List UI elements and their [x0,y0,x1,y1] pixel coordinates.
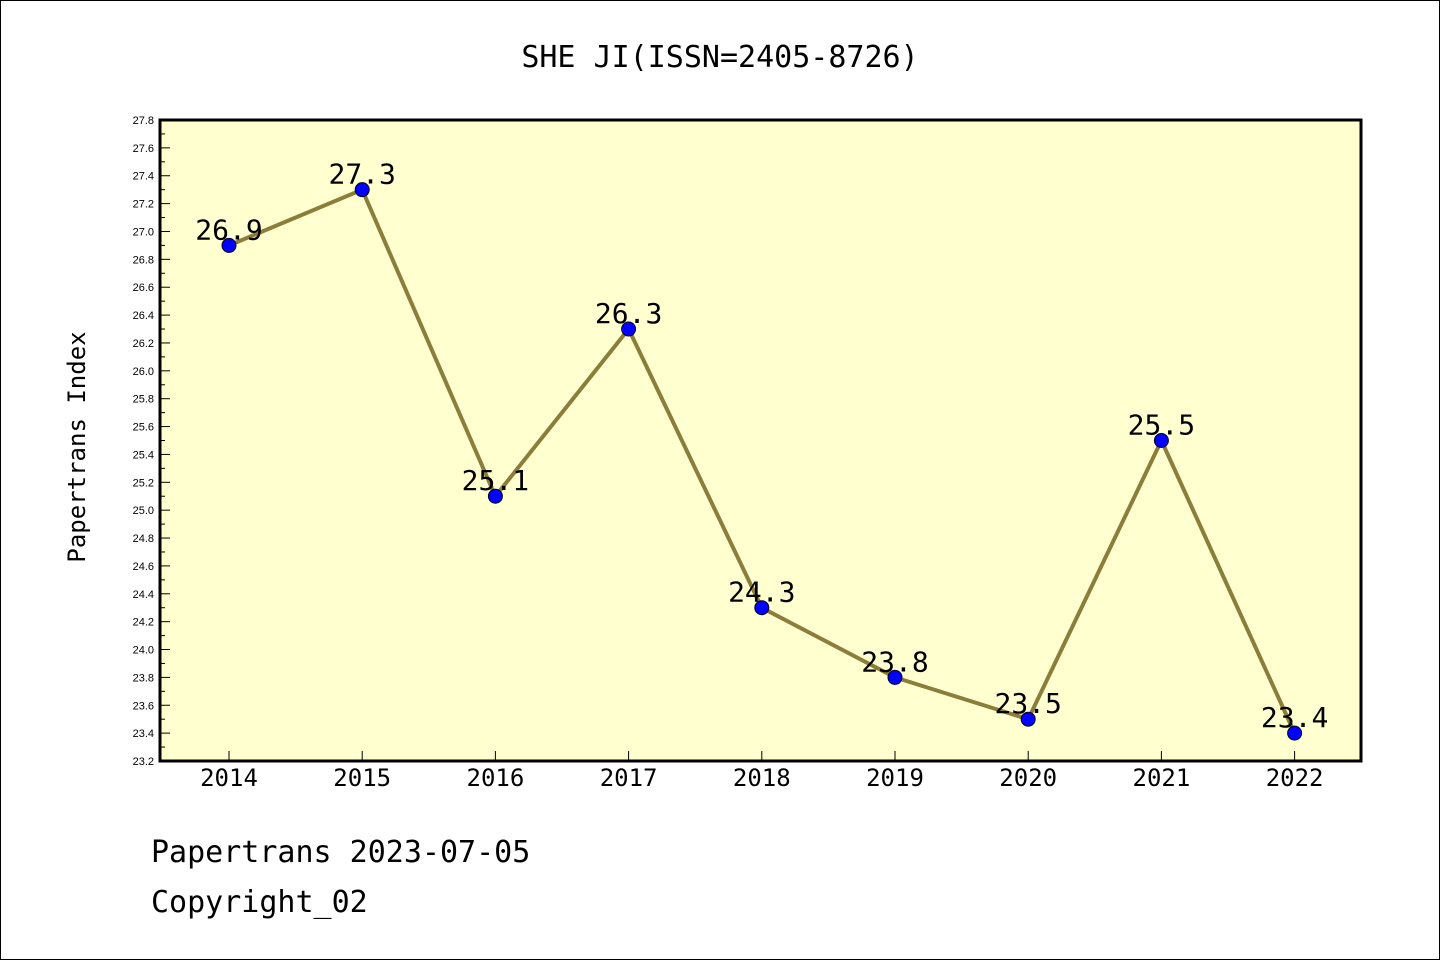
data-point-2022 [1287,725,1303,741]
y-axis-ticks: 23.2 23.4 23.6 23.8 24.0 24.2 24.4 24.6 24.8 25.0… [133,115,170,768]
data-label-2021: 25.5 [1128,409,1195,442]
y-tick-label: 26.4 [133,310,154,322]
data-point-2018 [754,600,770,616]
y-tick-label: 25.0 [133,505,154,517]
x-tick-label: 2018 [733,764,791,792]
data-label-2016: 25.1 [462,464,529,497]
y-tick-label: 23.6 [133,700,154,712]
y-tick-label: 26.2 [133,338,154,350]
data-point-2014 [221,237,237,253]
chart-title: SHE JI(ISSN=2405-8726) [521,40,918,75]
data-label-2020: 23.5 [994,687,1061,720]
x-tick-label: 2014 [200,764,258,792]
y-tick-label: 23.4 [133,728,154,740]
data-label-2017: 26.3 [595,297,662,330]
data-point-2015 [354,182,370,198]
y-tick-label: 24.6 [133,561,154,573]
x-axis-ticks: 2014 2015 2016 2017 2018 2019 2020 2021 2022 [200,751,1323,792]
y-tick-label: 23.2 [133,756,154,768]
data-point-2019 [887,669,903,685]
y-tick-label: 23.8 [133,672,154,684]
data-point-2017 [621,321,637,337]
data-label-2018: 24.3 [728,576,795,609]
y-tick-label: 27.4 [133,171,154,183]
x-tick-label: 2020 [999,764,1057,792]
y-tick-label: 24.4 [133,589,154,601]
y-tick-label: 27.8 [133,115,154,127]
y-tick-label: 25.6 [133,422,154,434]
data-label-2022: 23.4 [1261,701,1328,734]
x-tick-label: 2022 [1266,764,1324,792]
data-label-2019: 23.8 [861,645,928,678]
y-tick-label: 24.0 [133,645,154,657]
y-tick-label: 26.8 [133,254,154,266]
data-point-2016 [487,488,503,504]
y-tick-label: 26.6 [133,282,154,294]
y-tick-label: 24.2 [133,617,154,629]
x-tick-label: 2019 [866,764,924,792]
y-tick-label: 24.8 [133,533,154,545]
y-axis-label: Papertrans Index [63,331,91,562]
y-tick-label: 27.0 [133,226,154,238]
footer-date: Papertrans 2023-07-05 [151,835,531,870]
y-tick-label: 27.6 [133,143,154,155]
x-tick-label: 2015 [333,764,391,792]
data-label-2014: 26.9 [195,213,262,246]
x-tick-label: 2017 [600,764,658,792]
data-label-2015: 27.3 [328,158,395,191]
data-labels: 26.9 27.3 25.1 26.3 24.3 23.8 23.5 25.5 23.4 [195,158,1328,734]
y-tick-label: 27.2 [133,199,154,211]
footer-copyright: Copyright_02 [151,885,368,920]
data-point-2021 [1153,433,1169,448]
x-tick-label: 2021 [1133,764,1191,792]
x-tick-label: 2016 [467,764,525,792]
data-point-2020 [1020,711,1036,727]
y-tick-label: 25.8 [133,394,154,406]
y-tick-label: 25.2 [133,477,154,489]
y-tick-label: 25.4 [133,449,154,461]
y-tick-label: 26.0 [133,366,154,378]
data-markers [221,182,1303,741]
